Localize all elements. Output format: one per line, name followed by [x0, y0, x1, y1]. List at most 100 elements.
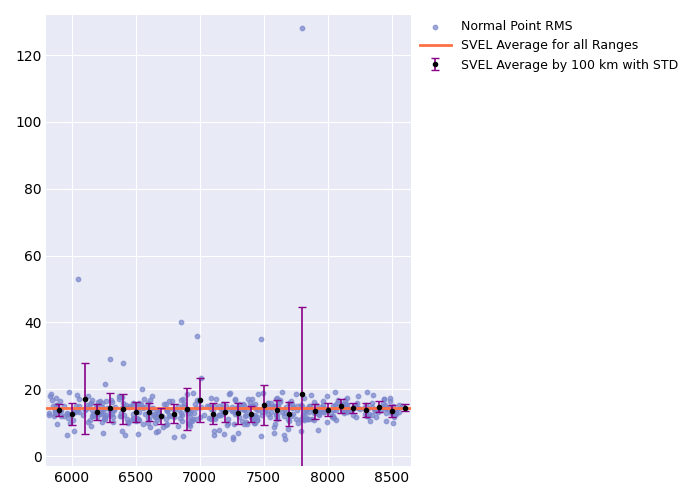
Normal Point RMS — [342, 402, 353, 409]
Normal Point RMS — [216, 412, 227, 420]
Normal Point RMS — [161, 408, 172, 416]
Normal Point RMS — [147, 404, 158, 411]
Normal Point RMS — [235, 404, 246, 411]
Normal Point RMS — [298, 394, 309, 402]
Normal Point RMS — [49, 404, 60, 412]
Normal Point RMS — [314, 407, 326, 415]
Normal Point RMS — [89, 410, 100, 418]
Normal Point RMS — [183, 420, 194, 428]
Normal Point RMS — [242, 395, 253, 403]
Normal Point RMS — [265, 414, 276, 422]
Normal Point RMS — [390, 408, 401, 416]
Normal Point RMS — [221, 421, 232, 429]
Normal Point RMS — [209, 428, 220, 436]
Normal Point RMS — [361, 412, 372, 420]
Normal Point RMS — [363, 412, 374, 420]
Normal Point RMS — [279, 409, 290, 417]
Normal Point RMS — [144, 396, 155, 404]
Normal Point RMS — [64, 419, 76, 427]
Normal Point RMS — [55, 407, 66, 415]
Normal Point RMS — [144, 414, 155, 422]
Normal Point RMS — [230, 410, 241, 418]
Normal Point RMS — [256, 335, 267, 343]
Normal Point RMS — [369, 405, 380, 413]
Normal Point RMS — [298, 411, 309, 419]
Normal Point RMS — [250, 413, 261, 421]
Normal Point RMS — [193, 397, 204, 405]
Normal Point RMS — [151, 413, 162, 421]
Normal Point RMS — [169, 405, 181, 413]
Normal Point RMS — [74, 395, 85, 403]
Normal Point RMS — [337, 405, 348, 413]
Normal Point RMS — [117, 399, 128, 407]
Normal Point RMS — [90, 403, 101, 411]
Normal Point RMS — [117, 428, 128, 436]
Normal Point RMS — [302, 415, 313, 423]
Normal Point RMS — [97, 405, 108, 413]
Normal Point RMS — [363, 410, 374, 418]
Normal Point RMS — [50, 394, 62, 402]
Normal Point RMS — [318, 408, 329, 416]
Normal Point RMS — [262, 410, 274, 418]
Normal Point RMS — [190, 414, 202, 422]
Normal Point RMS — [53, 406, 64, 413]
Normal Point RMS — [295, 415, 307, 423]
Normal Point RMS — [86, 422, 97, 430]
Normal Point RMS — [195, 374, 206, 382]
Normal Point RMS — [217, 409, 228, 417]
Normal Point RMS — [246, 413, 257, 421]
Normal Point RMS — [71, 407, 83, 415]
Normal Point RMS — [388, 408, 399, 416]
Normal Point RMS — [206, 394, 217, 402]
Normal Point RMS — [239, 412, 251, 420]
Normal Point RMS — [97, 408, 108, 416]
Normal Point RMS — [230, 396, 241, 404]
Normal Point RMS — [149, 418, 160, 426]
Normal Point RMS — [352, 392, 363, 400]
Normal Point RMS — [179, 400, 190, 407]
Normal Point RMS — [389, 406, 400, 414]
Normal Point RMS — [270, 410, 281, 418]
Normal Point RMS — [120, 431, 131, 439]
Normal Point RMS — [164, 397, 175, 405]
Normal Point RMS — [160, 421, 172, 429]
Normal Point RMS — [262, 398, 274, 406]
Normal Point RMS — [384, 398, 395, 406]
Normal Point RMS — [257, 408, 268, 416]
Normal Point RMS — [192, 396, 203, 404]
Normal Point RMS — [113, 396, 124, 404]
Normal Point RMS — [295, 427, 307, 435]
Normal Point RMS — [366, 402, 377, 410]
Normal Point RMS — [190, 400, 201, 408]
Normal Point RMS — [108, 406, 120, 414]
Normal Point RMS — [152, 408, 163, 416]
Normal Point RMS — [97, 418, 108, 426]
Normal Point RMS — [269, 402, 280, 410]
Normal Point RMS — [244, 402, 256, 410]
Normal Point RMS — [88, 410, 99, 418]
Normal Point RMS — [177, 394, 188, 402]
Normal Point RMS — [106, 396, 117, 404]
Normal Point RMS — [290, 415, 302, 423]
Normal Point RMS — [116, 393, 127, 401]
Normal Point RMS — [350, 403, 361, 411]
Normal Point RMS — [113, 392, 125, 400]
Normal Point RMS — [118, 411, 130, 419]
Normal Point RMS — [70, 408, 81, 416]
Normal Point RMS — [246, 412, 258, 420]
Normal Point RMS — [160, 414, 172, 422]
Normal Point RMS — [97, 399, 108, 407]
Normal Point RMS — [279, 406, 290, 413]
Normal Point RMS — [246, 414, 258, 422]
Normal Point RMS — [46, 396, 57, 404]
Normal Point RMS — [158, 423, 169, 431]
Normal Point RMS — [258, 404, 270, 411]
Normal Point RMS — [182, 409, 193, 417]
Normal Point RMS — [68, 416, 79, 424]
Normal Point RMS — [332, 396, 343, 404]
Normal Point RMS — [388, 408, 399, 416]
Normal Point RMS — [393, 408, 405, 416]
Normal Point RMS — [133, 416, 144, 424]
Normal Point RMS — [318, 408, 330, 416]
Normal Point RMS — [162, 420, 173, 428]
